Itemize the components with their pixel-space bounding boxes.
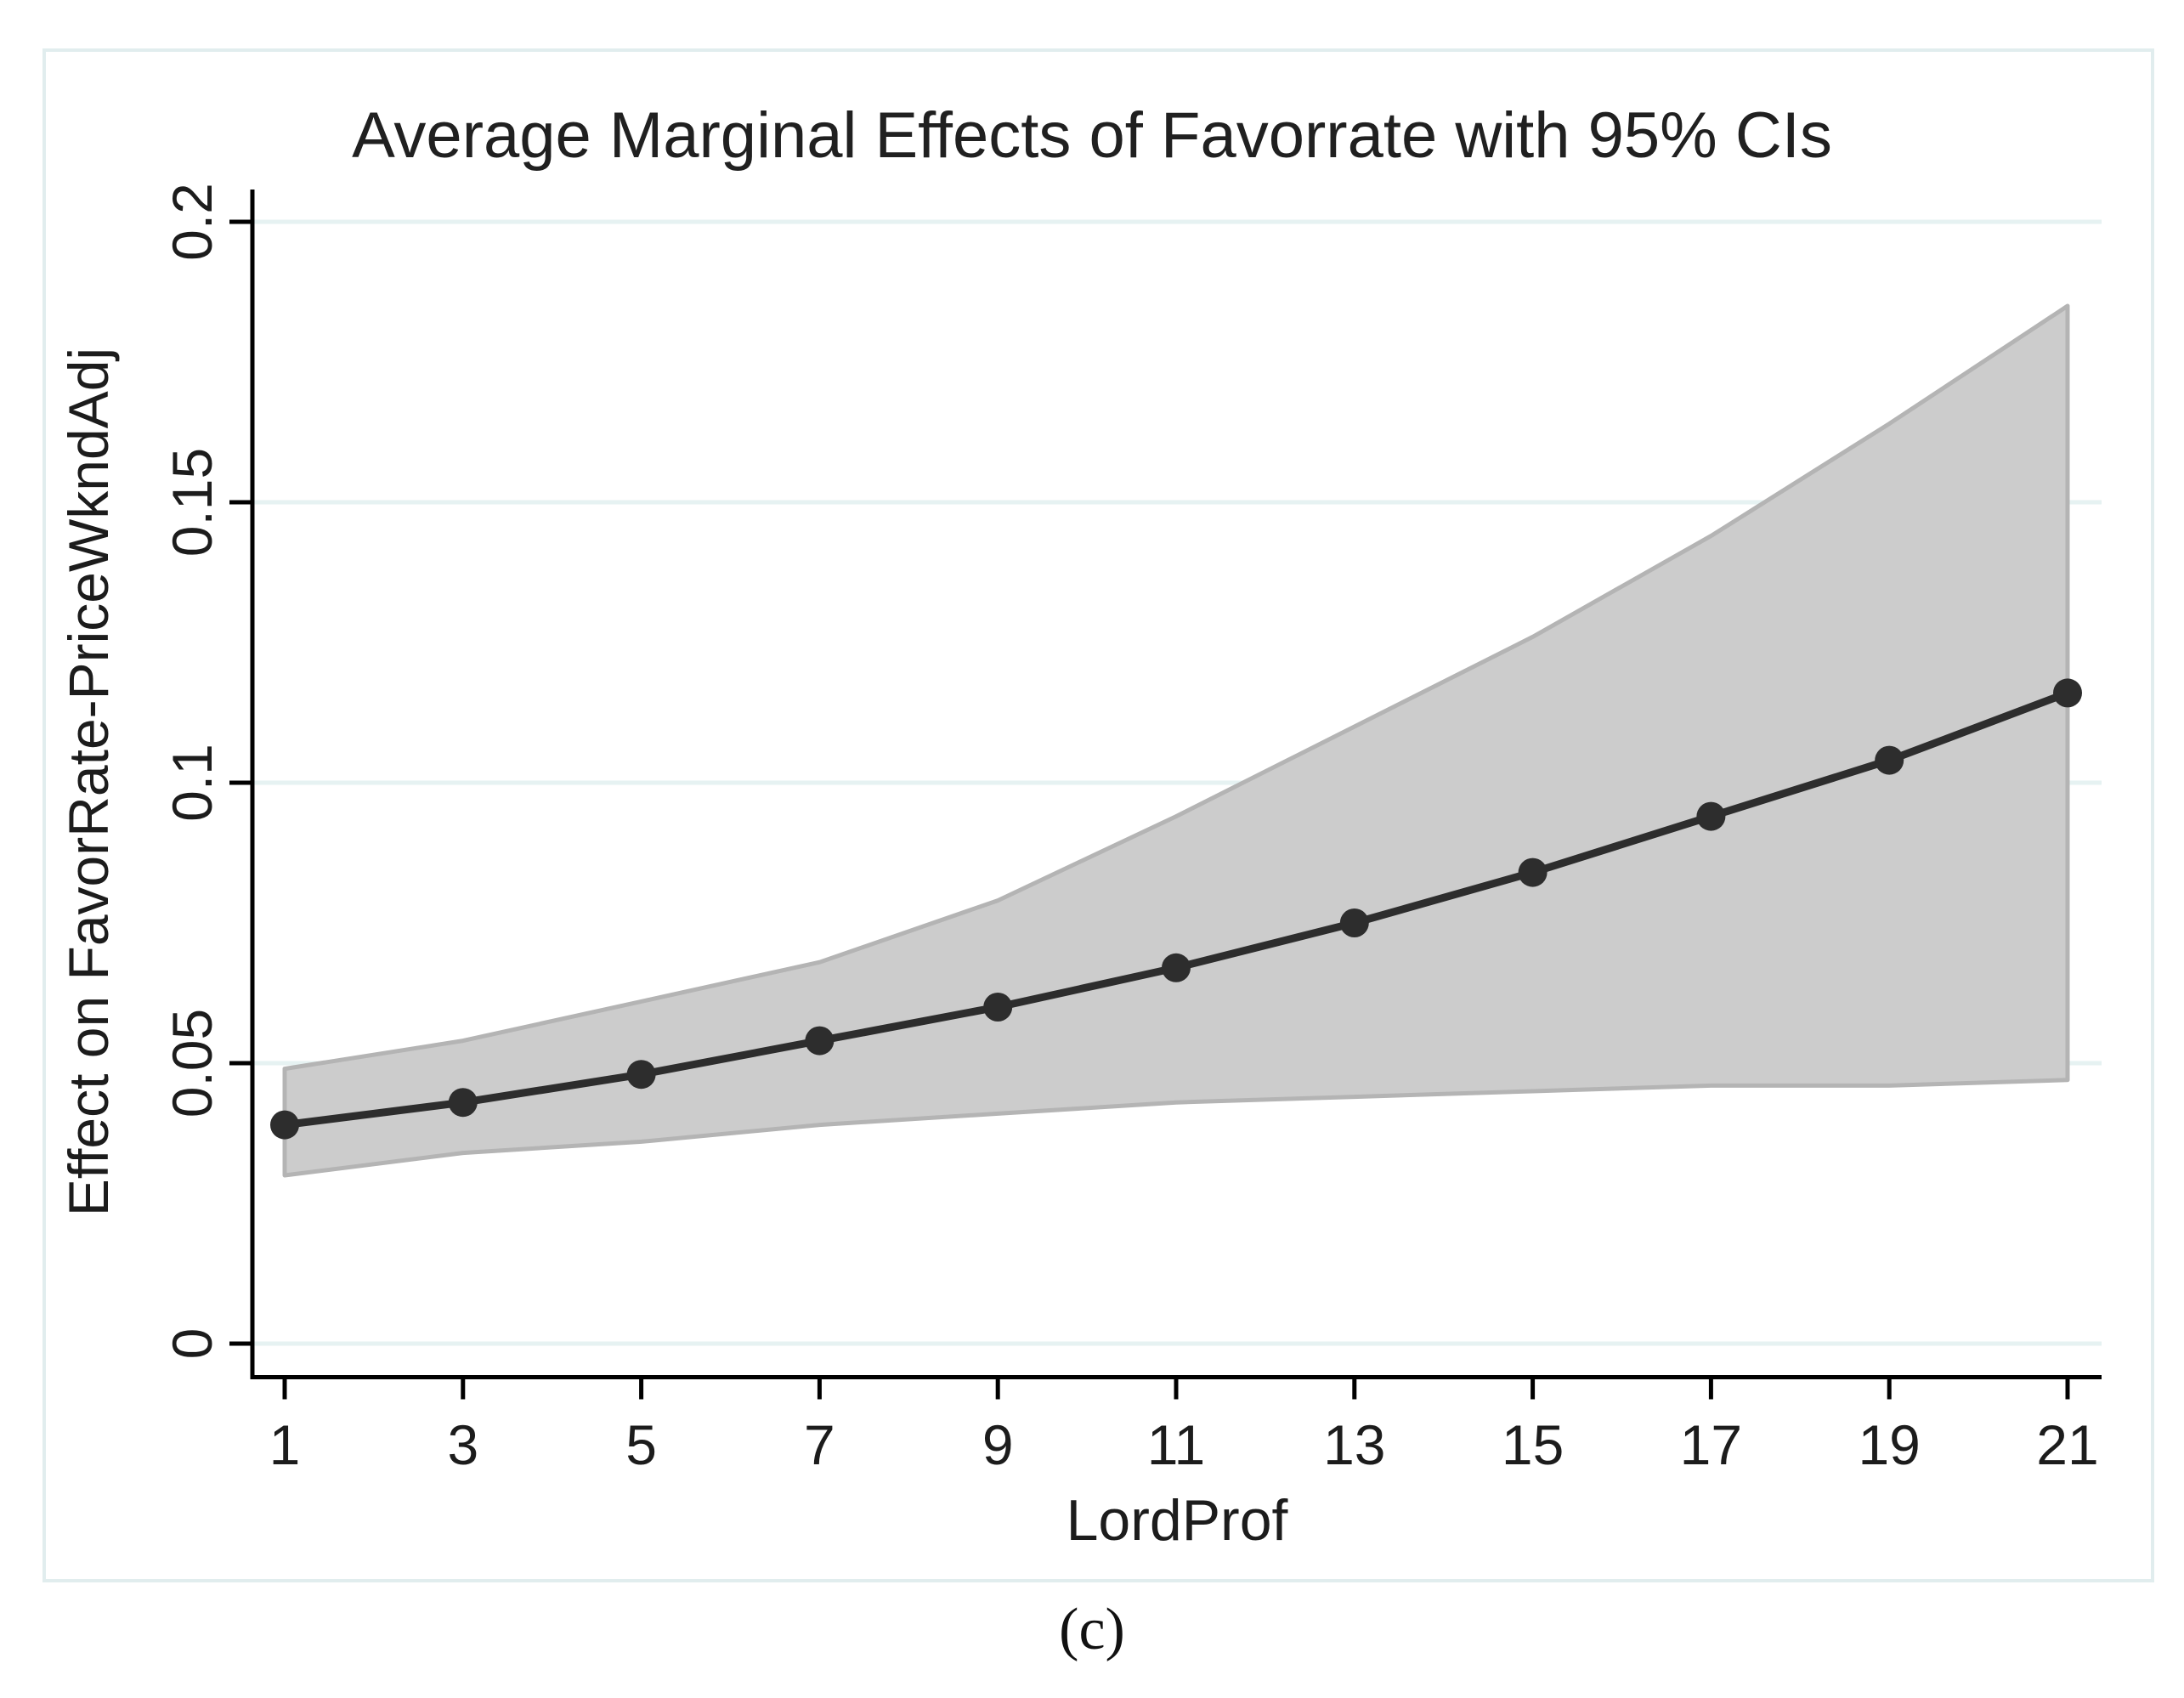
x-tick-label: 7 xyxy=(804,1413,835,1476)
y-tick-label: 0.15 xyxy=(161,447,223,558)
y-tick-label: 0.2 xyxy=(161,183,223,261)
x-tick-label: 3 xyxy=(447,1413,479,1476)
data-point-marker xyxy=(1339,908,1369,937)
panel-caption: (c) xyxy=(1059,1597,1125,1662)
x-tick-label: 21 xyxy=(2036,1413,2099,1476)
y-tick-label: 0 xyxy=(161,1327,223,1360)
data-point-marker xyxy=(1875,745,1904,775)
y-axis-title: Effect on FavorRate-PriceWkndAdj xyxy=(57,347,120,1217)
x-tick-label: 1 xyxy=(269,1413,301,1476)
x-tick-label: 5 xyxy=(625,1413,657,1476)
data-point-marker xyxy=(448,1088,478,1118)
data-point-marker xyxy=(1162,953,1191,982)
chart-title: Average Marginal Effects of Favorrate wi… xyxy=(352,99,1832,172)
data-point-marker xyxy=(2053,678,2082,708)
y-tick-label: 0.1 xyxy=(161,744,223,822)
x-tick-label: 11 xyxy=(1146,1413,1206,1476)
figure-border xyxy=(42,48,2154,1582)
data-point-marker xyxy=(626,1060,656,1090)
x-tick-label: 19 xyxy=(1858,1413,1921,1476)
data-point-marker xyxy=(805,1026,835,1056)
data-point-marker xyxy=(983,993,1013,1022)
data-point-marker xyxy=(1518,857,1547,887)
x-tick-label: 15 xyxy=(1501,1413,1564,1476)
x-tick-label: 13 xyxy=(1323,1413,1386,1476)
x-tick-label: 17 xyxy=(1679,1413,1743,1476)
data-point-marker xyxy=(1696,801,1726,831)
x-axis-title: LordProf xyxy=(1066,1488,1288,1553)
y-tick-label: 0.05 xyxy=(161,1008,223,1118)
confidence-band xyxy=(282,303,2070,1178)
x-tick-label: 9 xyxy=(982,1413,1014,1476)
data-point-marker xyxy=(270,1110,299,1140)
